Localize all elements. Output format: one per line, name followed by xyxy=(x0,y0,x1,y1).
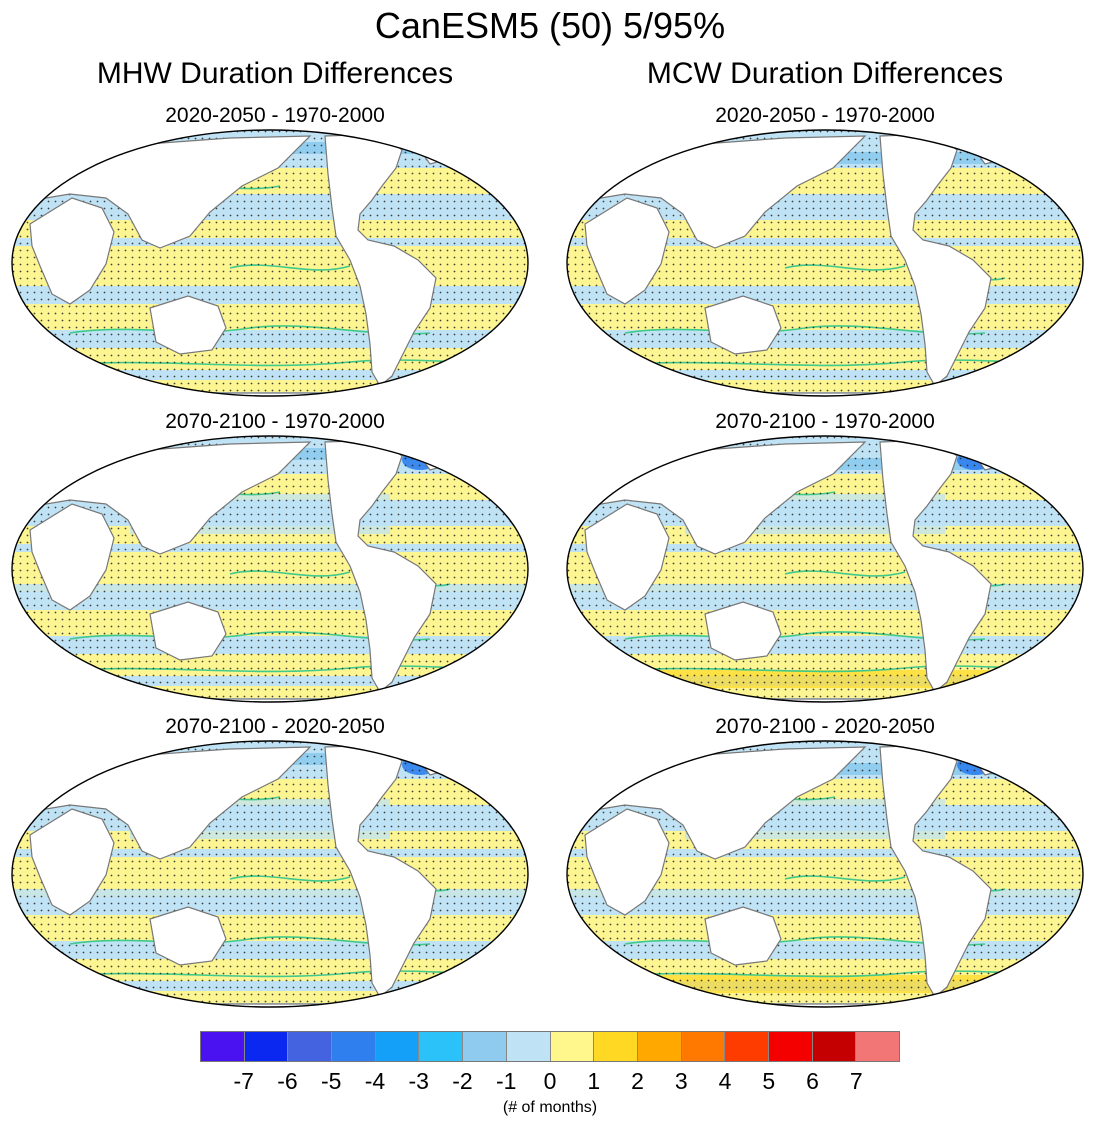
colorbar-tick-label: 6 xyxy=(806,1068,819,1094)
mhw-map-2070-2100-vs-1970-2000 xyxy=(11,435,529,703)
colorbar-tick-label: 7 xyxy=(849,1068,863,1094)
colorbar-tick-label: -3 xyxy=(408,1068,429,1094)
mcw-column-title: MCW Duration Differences xyxy=(646,57,1004,90)
colorbar-swatch xyxy=(594,1032,638,1061)
colorbar-units: (# of months) xyxy=(502,1099,598,1116)
mcw-map-2020-2050-vs-1970-2000 xyxy=(566,129,1084,397)
colorbar-swatch xyxy=(419,1032,464,1061)
colorbar-swatch xyxy=(332,1032,376,1061)
mcw-panel-3-title: 2070-2100 - 2020-2050 xyxy=(715,715,935,738)
colorbar-swatch xyxy=(463,1032,507,1061)
mcw-map-2070-2100-vs-1970-2000 xyxy=(566,435,1084,703)
colorbar-swatch xyxy=(856,1032,899,1061)
colorbar-tick-label: 2 xyxy=(631,1068,644,1094)
colorbar-tick-label: 1 xyxy=(587,1068,601,1094)
mhw-panel-2-title: 2070-2100 - 1970-2000 xyxy=(165,410,385,433)
colorbar-swatch xyxy=(201,1032,245,1061)
colorbar-swatch xyxy=(681,1032,726,1061)
colorbar-tick-label: -4 xyxy=(364,1068,386,1094)
mcw-panel-2-title: 2070-2100 - 1970-2000 xyxy=(715,410,935,433)
colorbar-swatch xyxy=(637,1032,682,1061)
mhw-column-title: MHW Duration Differences xyxy=(96,57,454,90)
mhw-panel-1-title: 2020-2050 - 1970-2000 xyxy=(165,104,385,127)
colorbar-tick-label: 5 xyxy=(762,1068,776,1094)
colorbar-swatch xyxy=(550,1032,595,1061)
colorbar-tick-label: -5 xyxy=(321,1068,342,1094)
mcw-panel-1-title: 2020-2050 - 1970-2000 xyxy=(715,104,935,127)
colorbar-tick-label: -1 xyxy=(496,1068,517,1094)
colorbar-swatch xyxy=(244,1032,289,1061)
figure-title: CanESM5 (50) 5/95% xyxy=(374,5,726,46)
colorbar-tick-label: -7 xyxy=(233,1068,254,1094)
colorbar-swatch xyxy=(375,1032,420,1061)
colorbar-tick-label: 0 xyxy=(543,1068,557,1094)
colorbar-swatch xyxy=(506,1032,551,1061)
colorbar-tick-label: -2 xyxy=(452,1068,473,1094)
colorbar-swatch xyxy=(288,1032,333,1061)
colorbar-tick-label: 4 xyxy=(718,1068,732,1094)
colorbar-tick-label: -6 xyxy=(277,1068,298,1094)
mcw-map-2070-2100-vs-2020-2050 xyxy=(566,740,1084,1008)
colorbar xyxy=(200,1031,900,1062)
mhw-map-2070-2100-vs-2020-2050 xyxy=(11,740,529,1008)
colorbar-tick-label: 3 xyxy=(674,1068,688,1094)
colorbar-swatch xyxy=(725,1032,769,1061)
colorbar-swatch xyxy=(768,1032,813,1061)
mhw-map-2020-2050-vs-1970-2000 xyxy=(11,129,529,397)
mhw-panel-3-title: 2070-2100 - 2020-2050 xyxy=(165,715,385,738)
colorbar-swatch xyxy=(812,1032,857,1061)
